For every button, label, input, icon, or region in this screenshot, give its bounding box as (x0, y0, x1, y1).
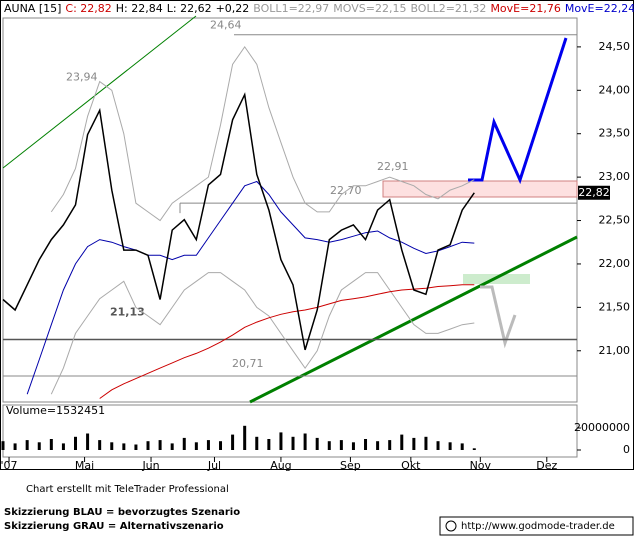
y-tick-label: 22,00 (599, 257, 631, 270)
volume-bar (1, 441, 5, 450)
level-label: 22,70 (330, 184, 362, 197)
series-line (2, 92, 475, 351)
header-item: C: 22,82 (65, 2, 111, 15)
volume-bar (49, 439, 53, 450)
volume-bar (400, 434, 404, 450)
volume-bar (243, 425, 247, 450)
x-tick-label: Jul (207, 459, 221, 472)
level-label: 24,64 (210, 19, 242, 32)
x-tick-label: Aug (270, 459, 291, 472)
x-tick-label: Nov (470, 459, 492, 472)
volume-bar (122, 443, 126, 450)
series-line (99, 284, 475, 399)
volume-panel (2, 404, 578, 458)
volume-bar (182, 437, 186, 450)
source-box (439, 516, 634, 536)
y-tick-label: 23,00 (599, 170, 631, 183)
header-item: BOLL1=22,97 (253, 2, 329, 15)
x-tick-label: Sep (340, 459, 361, 472)
volume-bar (219, 441, 223, 450)
y-tick-label: 24,50 (599, 40, 631, 53)
volume-bar (279, 432, 283, 450)
volume-bar (339, 440, 343, 450)
volume-bar (376, 441, 380, 450)
header: AUNA [15] C: 22,82 H: 22,84 L: 22,62 +0,22 BO… (4, 2, 634, 15)
header-item: MOVS=22,15 (333, 2, 406, 15)
header-item: +0,22 (216, 2, 250, 15)
volume-bar (74, 436, 78, 450)
y-tick-label: 23,50 (599, 127, 631, 140)
volume-bar (134, 444, 138, 450)
header-item: BOLL2=21,32 (410, 2, 486, 15)
volume-bar (61, 443, 65, 450)
volume-label: Volume=1532451 (6, 404, 105, 417)
frame (0, 0, 634, 470)
header-item: H: 22,84 (116, 2, 163, 15)
volume-bar (460, 443, 464, 450)
volume-bar (291, 436, 295, 450)
source: http://www.godmode-trader.de (461, 521, 615, 532)
series-line (50, 272, 475, 395)
volume-tick-label: 20000000 (574, 421, 630, 434)
blue-scenario (468, 37, 568, 185)
x-tick-label: Okt (401, 459, 421, 472)
volume-bar (351, 442, 355, 450)
volume-bar (206, 440, 210, 450)
peak-label: 23,94 (66, 71, 98, 84)
volume-bar (448, 442, 452, 450)
volume-bar (110, 442, 114, 450)
target-zone (382, 180, 578, 198)
volume-bar (170, 443, 174, 450)
volume-bar (412, 437, 416, 450)
copyright-icon (445, 520, 457, 532)
header-item: MovE=22,24 (565, 2, 634, 15)
y-tick-label: 21,50 (599, 300, 631, 313)
level-label: 21,13 (110, 305, 145, 318)
credit: Chart erstellt mit TeleTrader Profession… (26, 484, 229, 495)
volume-bar (327, 441, 331, 450)
volume-bar (231, 434, 235, 450)
volume-bar (98, 440, 102, 450)
volume-bar (424, 436, 428, 450)
note: Skizzierung BLAU = bevorzugtes Szenario (4, 507, 240, 518)
y-tick-label: 21,00 (599, 344, 631, 357)
x-tick-label: Mai (75, 459, 94, 472)
volume-tick-label: 0 (623, 443, 630, 456)
volume-bar (267, 439, 271, 450)
trend-line (2, 15, 197, 169)
x-tick-label: Jun (141, 459, 159, 472)
volume-bar (194, 442, 198, 450)
peak-label: 22,91 (377, 160, 409, 173)
volume-bar (388, 440, 392, 450)
volume-bar (146, 441, 150, 450)
header-item: L: 22,62 (167, 2, 212, 15)
level-label: 20,71 (232, 357, 264, 370)
volume-bar (86, 433, 90, 450)
volume-bar (25, 440, 29, 450)
volume-bar (37, 442, 41, 450)
note: Skizzierung GRAU = Alternativszenario (4, 521, 224, 532)
volume-bar (13, 443, 17, 450)
volume-bar (436, 441, 440, 450)
x-tick-label: '07 (1, 459, 18, 472)
x-tick-label: Dez (536, 459, 557, 472)
y-tick-label: 22,50 (599, 214, 631, 227)
gray-scenario (480, 285, 517, 349)
price-panel (2, 17, 578, 403)
volume-bar (303, 433, 307, 450)
header-item: AUNA [15] (4, 2, 61, 15)
last-price-label: 22,82 (578, 186, 610, 199)
y-tick-label: 24,00 (599, 83, 631, 96)
volume-bar (255, 436, 259, 450)
series-line (50, 46, 475, 222)
header-item: MovE=21,76 (490, 2, 560, 15)
volume-bar (364, 439, 368, 450)
volume-bar (158, 440, 162, 450)
volume-bar (315, 437, 319, 450)
last-price-box (578, 185, 610, 200)
volume-bar (472, 448, 476, 450)
trend-line (249, 235, 578, 404)
